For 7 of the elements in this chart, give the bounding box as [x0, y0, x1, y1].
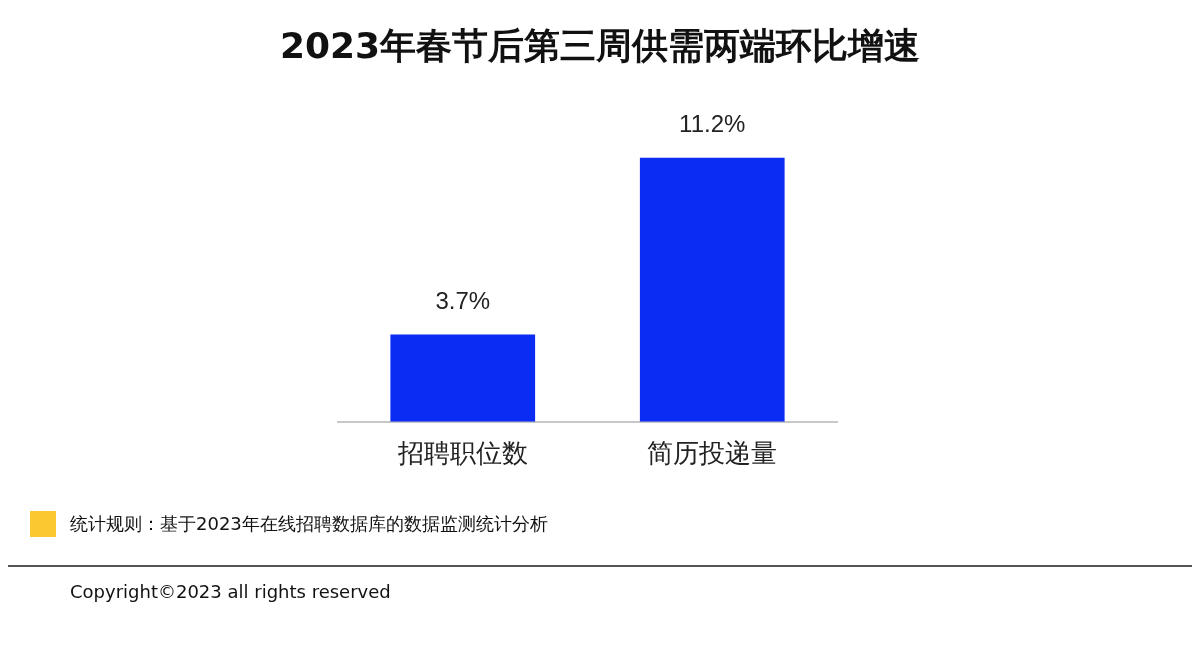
- data-label: 11.2%: [679, 110, 746, 138]
- chart-title: 2023年春节后第三周供需两端环比增速: [278, 24, 922, 68]
- text: 统计规则：基于2023年在线招聘数据库的数据监测统计分析: [70, 512, 548, 536]
- x-tick-label: 招聘职位数: [396, 438, 528, 469]
- text: Copyright©2023 all rights reserved: [8, 565, 1192, 602]
- data-label: 3.7%: [435, 287, 491, 315]
- x-tick-label: 简历投递量: [647, 438, 778, 469]
